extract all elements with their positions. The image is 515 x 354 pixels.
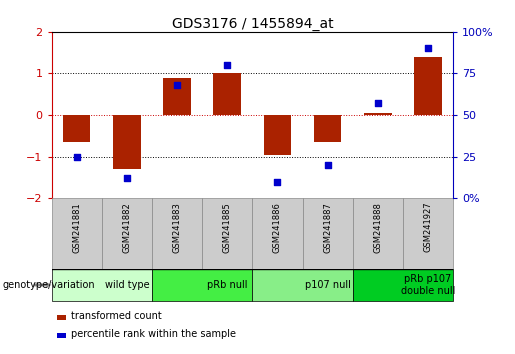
Bar xyxy=(152,198,202,269)
Bar xyxy=(252,269,353,301)
Bar xyxy=(163,79,191,115)
Bar xyxy=(264,115,291,155)
Bar xyxy=(303,198,353,269)
Bar xyxy=(252,198,303,269)
Bar xyxy=(353,269,453,301)
Text: GSM241885: GSM241885 xyxy=(223,202,232,252)
Bar xyxy=(52,269,152,301)
Point xyxy=(73,154,81,159)
Text: transformed count: transformed count xyxy=(71,311,162,321)
Text: GSM241888: GSM241888 xyxy=(373,202,382,253)
Point xyxy=(173,82,181,88)
Bar xyxy=(152,269,252,301)
Bar xyxy=(213,74,241,115)
Text: genotype/variation: genotype/variation xyxy=(3,280,95,290)
Bar xyxy=(52,198,102,269)
Bar xyxy=(414,57,442,115)
Text: GSM241881: GSM241881 xyxy=(72,202,81,252)
Bar xyxy=(63,115,91,142)
Bar xyxy=(314,115,341,142)
Bar xyxy=(403,198,453,269)
Point xyxy=(323,162,332,168)
Title: GDS3176 / 1455894_at: GDS3176 / 1455894_at xyxy=(171,17,333,31)
Bar xyxy=(102,198,152,269)
Text: pRb null: pRb null xyxy=(207,280,248,290)
Text: p107 null: p107 null xyxy=(305,280,351,290)
Point xyxy=(374,101,382,106)
Text: GSM241927: GSM241927 xyxy=(424,202,433,252)
Text: GSM241883: GSM241883 xyxy=(173,202,181,253)
Text: percentile rank within the sample: percentile rank within the sample xyxy=(71,329,236,339)
Text: GSM241887: GSM241887 xyxy=(323,202,332,253)
Bar xyxy=(202,198,252,269)
Point xyxy=(223,62,231,68)
Bar xyxy=(353,198,403,269)
Text: GSM241882: GSM241882 xyxy=(123,202,131,252)
Point xyxy=(273,179,282,184)
Bar xyxy=(113,115,141,169)
Bar xyxy=(364,113,392,115)
Text: pRb p107
double null: pRb p107 double null xyxy=(401,274,455,296)
Text: GSM241886: GSM241886 xyxy=(273,202,282,253)
Point xyxy=(123,176,131,181)
Point xyxy=(424,46,432,51)
Text: wild type: wild type xyxy=(105,280,149,290)
